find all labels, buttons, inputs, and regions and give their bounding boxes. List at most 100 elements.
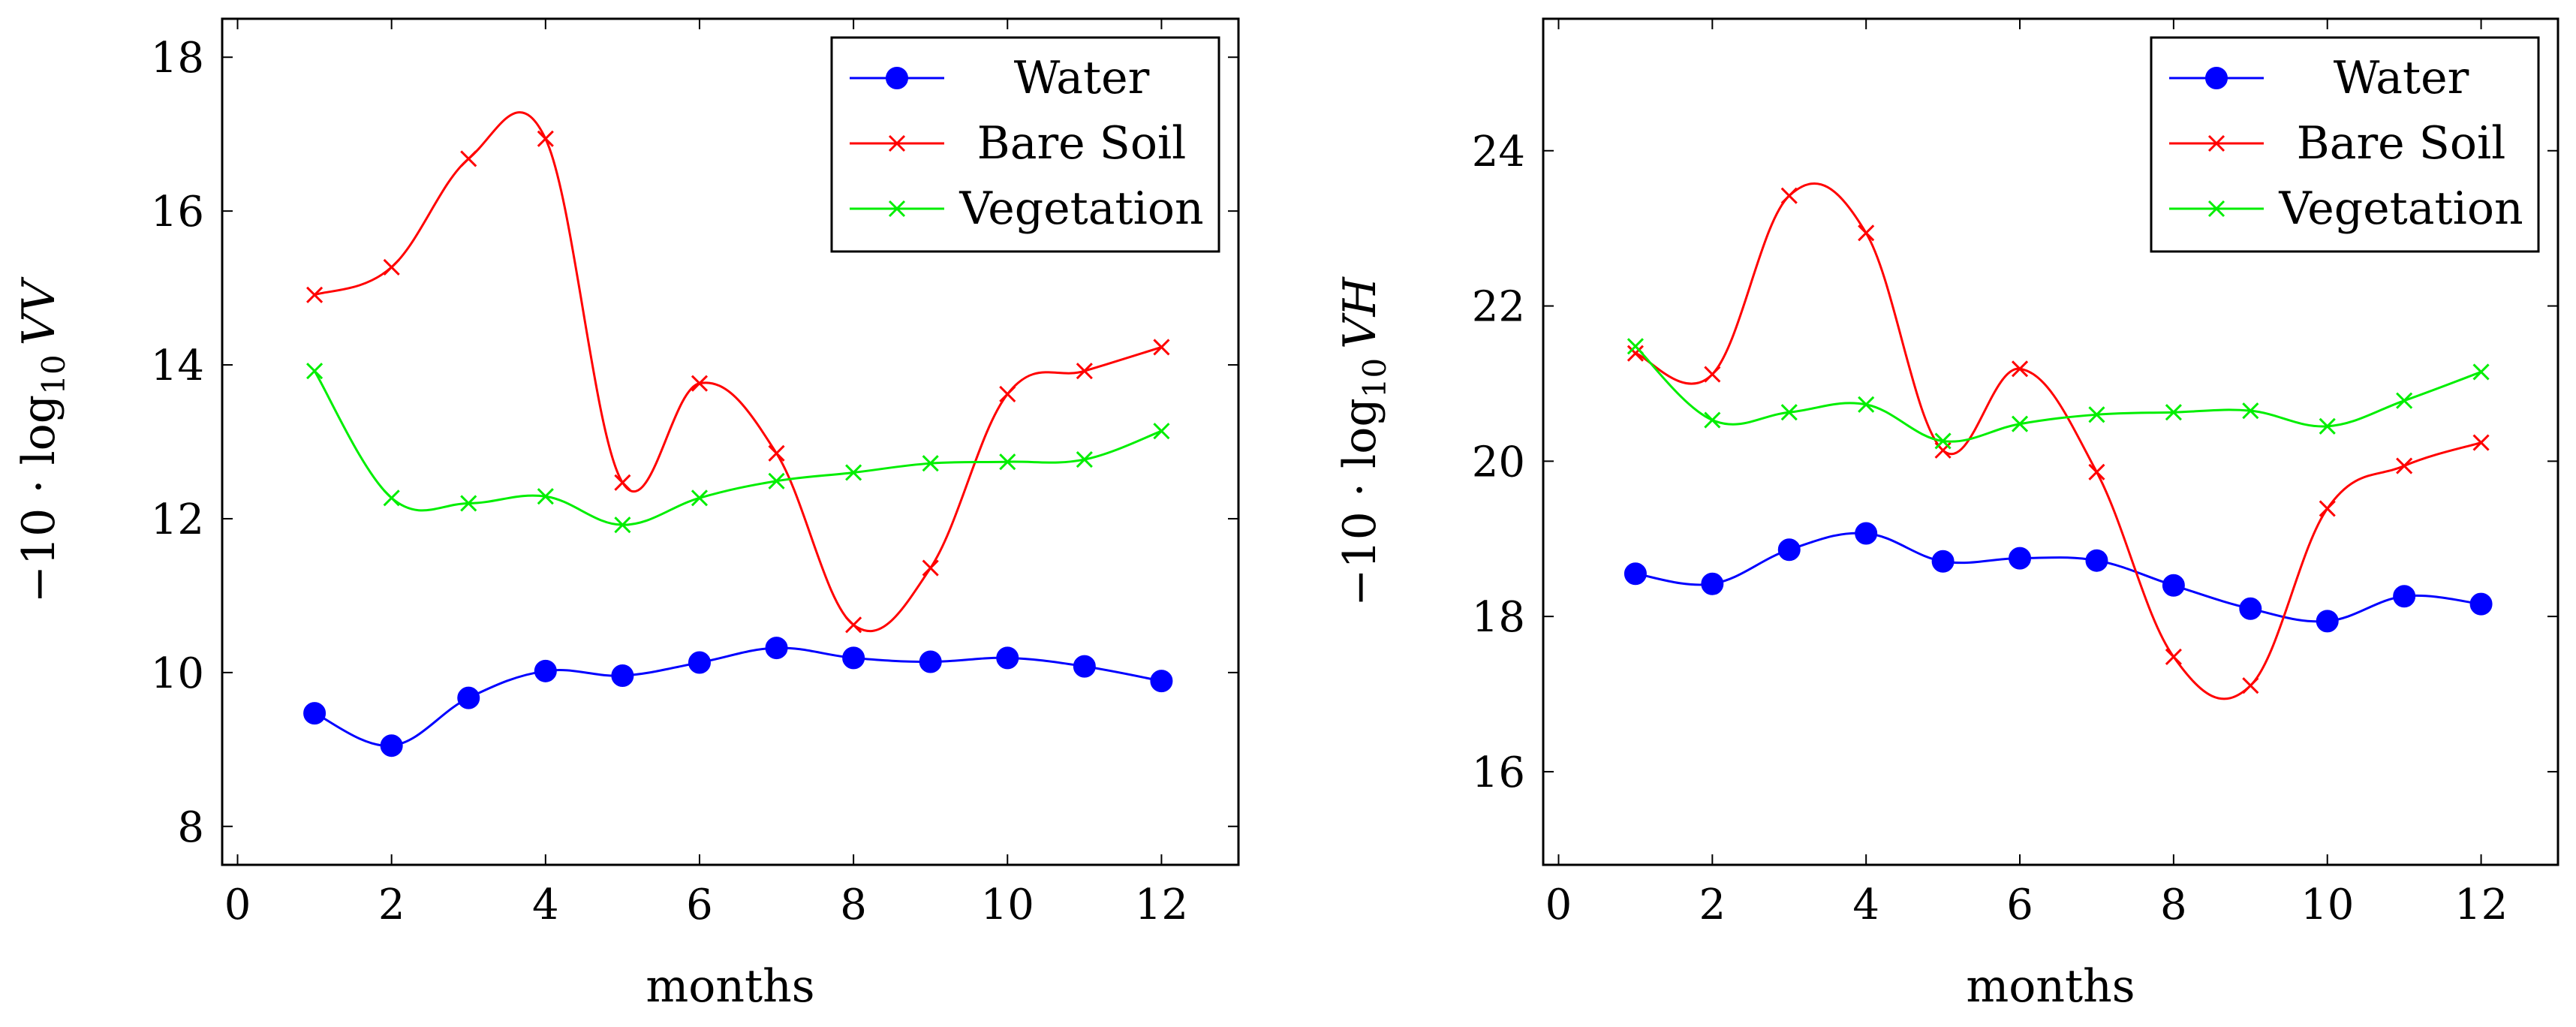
x-tick-label: 6	[2006, 881, 2033, 929]
data-point	[688, 651, 711, 674]
data-point	[1624, 562, 1647, 586]
series-line	[1635, 182, 2482, 700]
legend-label: Vegetation	[2278, 182, 2523, 235]
data-point	[1153, 339, 1170, 356]
data-point	[1627, 338, 1644, 355]
data-point	[2242, 402, 2259, 420]
data-point	[999, 385, 1016, 403]
data-point	[611, 664, 634, 687]
y-tick-label: 10	[151, 649, 204, 698]
data-point	[1777, 538, 1801, 562]
legend: Water Bare Soil Vegetation	[2150, 36, 2540, 253]
series-water	[303, 637, 1173, 757]
data-point	[845, 616, 862, 634]
data-point	[922, 559, 939, 577]
data-point	[460, 150, 477, 167]
data-point	[1931, 550, 1955, 573]
data-point	[1076, 363, 1093, 380]
plot-frame	[221, 17, 1240, 866]
legend-label: Water	[2334, 52, 2469, 104]
y-axis-title-prefix: −10 · log	[1334, 398, 1386, 607]
data-point	[1150, 670, 1173, 693]
series-bare-soil	[1627, 182, 2490, 700]
data-point	[303, 702, 327, 725]
series-line	[314, 646, 1162, 747]
data-point	[768, 472, 785, 489]
x-axis-title: months	[646, 960, 814, 1013]
legend-label: Vegetation	[958, 182, 1203, 235]
data-point	[2472, 363, 2490, 381]
data-point	[919, 650, 942, 673]
legend-label: Bare Soil	[977, 117, 1187, 170]
series-line	[1635, 532, 2481, 623]
legend-entry: Vegetation	[850, 182, 1204, 235]
data-point	[2393, 585, 2416, 608]
x-tick-label: 8	[840, 881, 867, 929]
data-point	[2162, 574, 2185, 597]
data-point	[1627, 345, 1644, 362]
x-tick-label: 10	[981, 881, 1034, 929]
data-point	[1076, 451, 1093, 468]
y-axis-title: −10 · log10 VV	[13, 276, 72, 603]
data-point	[537, 488, 554, 505]
data-point	[2085, 549, 2108, 572]
legend-label: Water	[1014, 52, 1150, 104]
y-axis-title-variable: VV	[13, 276, 65, 345]
data-point	[383, 489, 400, 507]
data-point	[460, 495, 477, 512]
data-point	[2088, 463, 2105, 480]
x-tick-label: 12	[2454, 881, 2508, 929]
y-tick-label: 18	[151, 34, 204, 83]
data-point	[1153, 423, 1170, 440]
y-tick-label: 12	[151, 495, 204, 544]
y-tick-label: 18	[1472, 593, 1525, 642]
data-point	[2319, 500, 2336, 517]
legend-swatch-marker	[2205, 67, 2228, 89]
data-point	[1780, 404, 1798, 421]
x-tick-label: 10	[2301, 881, 2354, 929]
x-tick-label: 0	[224, 881, 251, 929]
data-point	[306, 286, 324, 303]
data-point	[534, 659, 557, 682]
x-axis-title: months	[1966, 960, 2135, 1013]
series-vegetation	[1627, 338, 2490, 450]
data-point	[2319, 417, 2336, 435]
data-point	[768, 444, 785, 462]
series-water	[1624, 522, 2493, 633]
data-point	[2088, 406, 2105, 423]
y-axis-title-prefix: −10 · log	[13, 395, 65, 604]
series-bare-soil	[306, 111, 1170, 634]
x-tick-label: 0	[1545, 881, 1572, 929]
y-tick-label: 22	[1472, 283, 1525, 332]
data-point	[765, 637, 788, 660]
legend-entry: Bare Soil	[850, 117, 1186, 170]
legend-entry: Vegetation	[2169, 182, 2523, 235]
data-point	[1704, 411, 1721, 429]
x-tick-label: 2	[378, 881, 405, 929]
data-point	[2239, 597, 2262, 620]
data-point	[2011, 415, 2029, 432]
data-point	[999, 453, 1016, 471]
data-point	[691, 375, 709, 392]
data-point	[1780, 187, 1798, 204]
y-axis-title-variable: VH	[1334, 276, 1386, 348]
data-point	[2165, 648, 2182, 665]
series-line	[313, 370, 1162, 526]
y-tick-label: 20	[1472, 438, 1525, 486]
data-point	[1858, 396, 1875, 413]
data-point	[2316, 610, 2339, 633]
y-tick-label: 8	[177, 803, 204, 852]
x-tick-label: 2	[1699, 881, 1726, 929]
data-point	[1704, 366, 1721, 383]
x-tick-label: 4	[1852, 881, 1879, 929]
legend-swatch-marker	[886, 67, 908, 89]
legend-swatch-marker	[888, 200, 906, 218]
x-tick-label: 4	[532, 881, 559, 929]
series-vegetation	[306, 363, 1170, 534]
data-point	[1934, 432, 1952, 450]
x-tick-label: 8	[2160, 881, 2187, 929]
y-tick-label: 16	[1472, 748, 1525, 797]
